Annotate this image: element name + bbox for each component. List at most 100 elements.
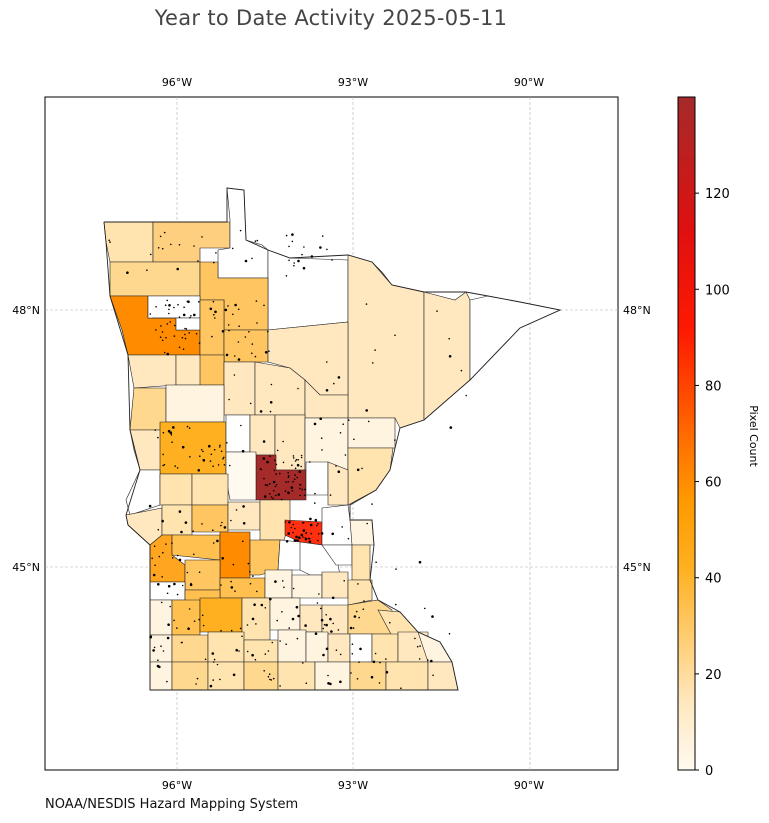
county [243,661,279,691]
fire-point [209,684,213,688]
fire-point [378,682,381,684]
fire-point [366,522,369,525]
fire-point [227,324,230,326]
fire-point [166,323,169,325]
fire-point [276,619,279,622]
fire-point [221,557,224,560]
fire-point [263,495,267,498]
fire-point [300,465,303,468]
fire-point [184,327,186,330]
fire-point [317,539,319,542]
fire-point [188,608,191,610]
fire-point [302,266,306,270]
fire-point [272,480,276,484]
fire-point [230,580,232,583]
fire-point [299,494,302,497]
fire-point [269,678,271,681]
fire-point [159,235,162,238]
fire-point [268,673,271,675]
fire-point [182,348,185,351]
fire-point [287,475,290,477]
fire-point [251,257,253,260]
fire-point [335,465,337,467]
fire-point [232,313,234,316]
fire-point [218,446,221,448]
county [277,661,316,691]
fire-point [304,624,307,627]
fire-point [183,306,185,309]
fire-point [269,410,272,413]
county [199,354,225,386]
fire-point [214,317,216,319]
state-outline [103,187,562,691]
fire-point [288,521,291,524]
fire-point [255,300,258,302]
fire-point [293,539,297,542]
fire-point [181,336,184,339]
fire-point [424,607,426,610]
fire-point [330,630,333,633]
county [347,417,396,449]
fire-point [264,653,267,655]
fire-point [267,650,270,652]
fire-point [199,455,201,458]
fire-point [301,488,304,491]
fire-point [431,615,434,618]
fire-point [211,652,215,655]
fire-point [188,427,191,429]
fire-point [333,382,335,385]
fire-point [291,617,295,621]
fire-point [169,431,173,435]
colorbar-tick-label: 80 [705,379,722,394]
fire-point [282,461,285,464]
fire-point [316,602,319,604]
fire-point [209,460,212,462]
fire-point [176,554,179,557]
fire-point [190,582,192,585]
fire-point [163,231,166,234]
fire-point [296,463,300,467]
county [304,379,349,419]
fire-point [292,457,295,459]
fire-point [163,351,166,354]
fire-point [287,532,291,535]
county [199,597,243,633]
county [219,531,251,579]
fire-point [173,306,175,309]
fire-point [217,464,220,466]
fire-point [168,304,171,307]
fire-point [189,583,193,587]
fire-point [308,540,312,543]
county [152,317,201,331]
map-title: Year to Date Activity 2025-05-11 [154,6,508,30]
fire-point [249,571,251,573]
fire-point [300,533,304,537]
fire-point [242,505,245,508]
fire-point [460,369,463,372]
fire-point [353,438,355,441]
fire-point [320,607,322,610]
fire-point [372,660,376,664]
fire-point [260,603,264,607]
fire-point [244,259,248,263]
fire-point [239,627,242,630]
fire-point [244,336,247,338]
fire-point [325,614,328,616]
fire-point [419,645,421,647]
fire-point [272,677,275,680]
fire-point [240,424,242,427]
fire-point [363,600,365,602]
axis-ticks: 96°W 96°W 93°W 93°W 90°W 90°W 48°N 48°N 45°N 45°N [12,76,650,792]
fire-point [400,687,402,689]
fire-point [357,583,359,585]
fire-point [237,308,240,311]
fire-point [216,539,219,543]
fire-point [255,590,258,593]
fire-point [247,562,250,565]
fire-point [189,316,191,319]
fire-point [287,491,290,495]
fire-point [291,240,294,243]
fire-point [174,465,176,467]
fire-point [248,331,250,333]
